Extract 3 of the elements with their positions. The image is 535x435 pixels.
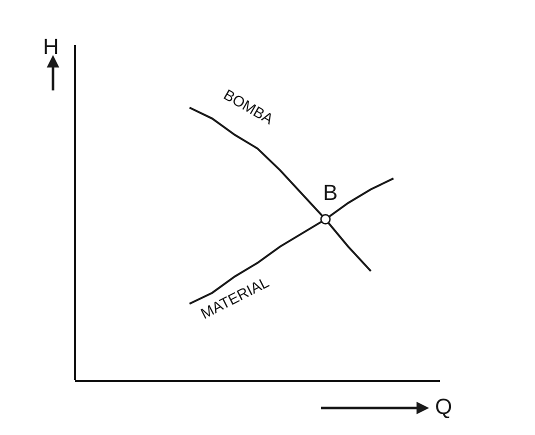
x-axis-title: Q — [435, 394, 452, 419]
series-label: B — [323, 180, 338, 205]
y-axis-title: H — [43, 34, 59, 59]
